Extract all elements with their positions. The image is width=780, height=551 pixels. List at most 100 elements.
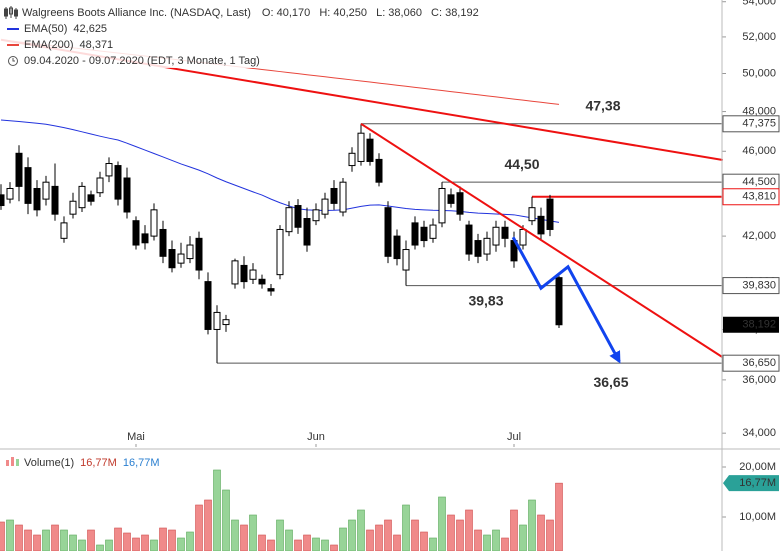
level-badge-label: 47,375: [742, 118, 776, 130]
volume-bar: [348, 519, 356, 551]
volume-bar: [528, 499, 536, 551]
x-tick-label: Mai: [127, 431, 145, 443]
candle-body: [555, 277, 563, 326]
ema-line: [0, 119, 560, 223]
candle-body: [24, 167, 32, 204]
legend: EMA(50) 42,625 EMA(200) 48,371: [7, 23, 113, 51]
volume-bar: [375, 524, 383, 551]
volume-bar: [294, 539, 302, 551]
candle-body: [132, 220, 140, 246]
candle-body: [222, 319, 230, 326]
volume-bar: [168, 529, 176, 551]
volume-bar: [141, 534, 149, 551]
candle-body: [186, 244, 194, 260]
volume-bar: [447, 514, 455, 551]
forecast-arrow: [511, 236, 621, 364]
overlay: Walgreens Boots Alliance Inc. (NASDAQ, L…: [0, 2, 479, 469]
candle-body: [141, 233, 149, 244]
candle-body: [501, 226, 509, 239]
level-badge: [722, 277, 780, 295]
volume-bar: [258, 534, 266, 551]
candle-body: [429, 224, 437, 239]
candle-body: [339, 181, 347, 213]
candle-body: [249, 269, 257, 280]
y-tick-label: 54,000: [742, 0, 776, 8]
volume-bar: [87, 529, 95, 551]
volume-bar: [393, 534, 401, 551]
volume-bar: [204, 499, 212, 551]
volume-bar: [6, 519, 14, 551]
volume-legend-value: 16,77M: [80, 457, 117, 469]
volume-bar: [312, 537, 320, 551]
volume-bar: [321, 539, 329, 551]
volume-legend: Volume(1) 16,77M 16,77M: [24, 457, 160, 469]
volume-legend-icon: [6, 460, 9, 466]
y-tick-label: 42,000: [742, 230, 776, 242]
volume-bar: [249, 514, 257, 551]
level-note: 36,65: [593, 374, 628, 390]
volume-bar: [114, 527, 122, 551]
candle-body: [492, 226, 500, 246]
candle-body: [168, 249, 176, 269]
candle-body: [258, 278, 266, 285]
volume-bar: [60, 529, 68, 551]
volume-bar: [24, 529, 32, 551]
candle-body: [393, 235, 401, 260]
legend-name: EMA(50): [24, 23, 67, 35]
volume-bar: [267, 539, 275, 551]
candle-body: [87, 194, 95, 202]
y-tick-label: 52,000: [742, 31, 776, 43]
volume-bar: [537, 514, 545, 551]
ohlc-low: L: 38,060: [376, 7, 422, 19]
candle-body: [6, 187, 14, 200]
candle-body: [240, 264, 248, 283]
volume-bar: [69, 534, 77, 551]
level-note: 39,83: [468, 292, 503, 308]
candle-body: [420, 226, 428, 242]
volume-bar: [474, 529, 482, 551]
chart-title: Walgreens Boots Alliance Inc. (NASDAQ, L…: [22, 7, 251, 19]
legend-value: 48,371: [80, 39, 114, 51]
volume-bar: [492, 529, 500, 551]
level-badge-label: 36,650: [742, 357, 776, 369]
volume-bar: [483, 534, 491, 551]
candle-body: [447, 194, 455, 204]
candle-body: [312, 209, 320, 222]
candle-body: [285, 207, 293, 233]
candle-body: [384, 207, 392, 257]
volume-bar: [51, 524, 59, 551]
candle-body: [78, 185, 86, 209]
candle-body: [402, 249, 410, 271]
volume-bar: [438, 496, 446, 551]
volume-bar: [240, 524, 248, 551]
level-badge: [722, 115, 780, 133]
level-badge-label: 44,500: [742, 176, 776, 188]
candle-body: [33, 187, 41, 211]
volume-bar: [177, 537, 185, 551]
candle-body: [438, 187, 446, 224]
volume-bar: [555, 482, 563, 551]
y-tick-label: 50,000: [742, 67, 776, 79]
candle-body: [204, 281, 212, 330]
volume-bar: [465, 509, 473, 551]
volume-bar: [330, 544, 338, 551]
volume-bar: [78, 539, 86, 551]
y-tick-label: 36,000: [742, 374, 776, 386]
ohlc-close: C: 38,192: [431, 7, 479, 19]
clock-icon: [8, 56, 18, 66]
volume-bar: [357, 509, 365, 551]
volume-bar: [123, 532, 131, 551]
volume-bar: [276, 519, 284, 551]
candle-body: [528, 207, 536, 222]
volume-legend-icon: [16, 459, 19, 466]
legend-name: EMA(200): [24, 39, 74, 51]
candle-body: [276, 228, 284, 276]
volume-bar: [150, 539, 158, 551]
volume-bar: [285, 529, 293, 551]
candle-body: [51, 185, 59, 215]
level-badge: [722, 354, 780, 372]
candle-body: [231, 260, 239, 285]
volume-legend-icon: [11, 457, 14, 466]
candle-body: [321, 198, 329, 215]
volume-bar: [0, 521, 5, 551]
